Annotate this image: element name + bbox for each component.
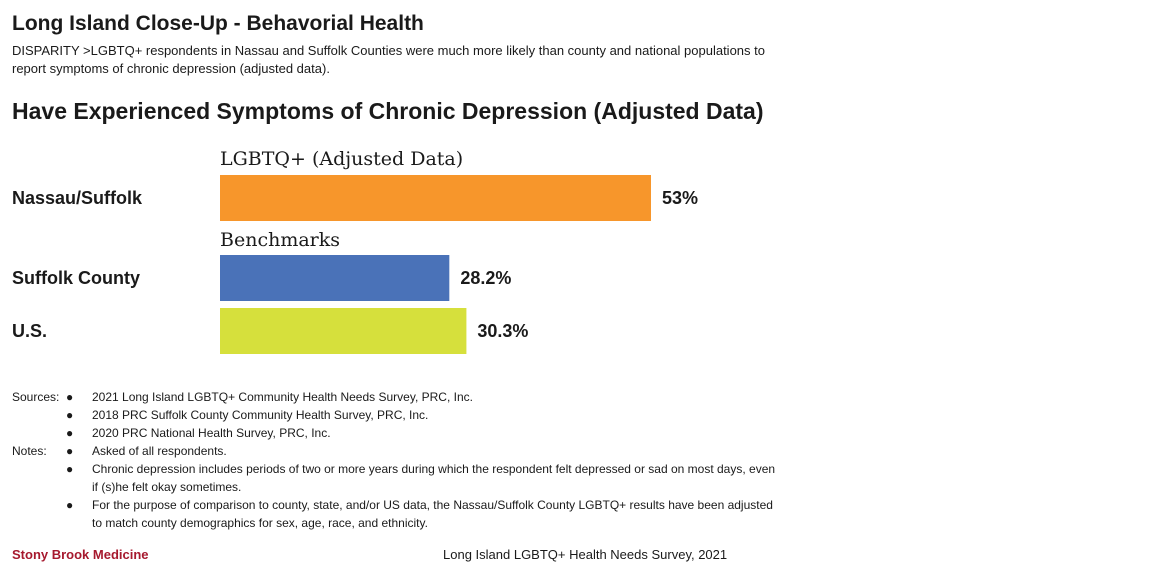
bar xyxy=(220,308,467,354)
bar xyxy=(220,255,450,301)
note-text: For the purpose of comparison to county,… xyxy=(92,498,773,530)
source-text: 2020 PRC National Health Survey, PRC, In… xyxy=(92,426,331,440)
data-label: 30.3% xyxy=(477,321,528,341)
source-line: ● 2020 PRC National Health Survey, PRC, … xyxy=(12,424,782,442)
notes-label: Notes: xyxy=(12,444,47,458)
source-line: ● 2018 PRC Suffolk County Community Heal… xyxy=(12,406,782,424)
note-line: Notes: ● Asked of all respondents. xyxy=(12,442,782,460)
category-label: Suffolk County xyxy=(12,268,140,288)
page-title: Long Island Close-Up - Behavorial Health xyxy=(12,12,424,35)
bullet-icon: ● xyxy=(66,498,74,512)
bullet-icon: ● xyxy=(66,390,74,404)
group-heading: Benchmarks xyxy=(220,229,340,251)
footer-source: Long Island LGBTQ+ Health Needs Survey, … xyxy=(443,547,728,562)
bullet-icon: ● xyxy=(66,462,74,476)
note-line: ● For the purpose of comparison to count… xyxy=(12,496,782,532)
brand-name: Stony Brook Medicine xyxy=(12,547,149,562)
source-text: 2021 Long Island LGBTQ+ Community Health… xyxy=(92,390,473,404)
bar-chart: LGBTQ+ (Adjusted Data) Nassau/Suffolk 53% B… xyxy=(12,148,698,354)
page-subtitle: DISPARITY >LGBTQ+ respondents in Nassau … xyxy=(12,43,765,76)
bullet-icon: ● xyxy=(66,408,74,422)
source-line: Sources: ● 2021 Long Island LGBTQ+ Commu… xyxy=(12,388,782,406)
group-heading: LGBTQ+ (Adjusted Data) xyxy=(220,148,463,170)
category-label: U.S. xyxy=(12,321,47,341)
data-label: 28.2% xyxy=(460,268,511,288)
source-text: 2018 PRC Suffolk County Community Health… xyxy=(92,408,429,422)
category-label: Nassau/Suffolk xyxy=(12,188,143,208)
bullet-icon: ● xyxy=(66,426,74,440)
note-text: Chronic depression includes periods of t… xyxy=(92,462,776,494)
notes-section: Sources: ● 2021 Long Island LGBTQ+ Commu… xyxy=(12,388,782,532)
bullet-icon: ● xyxy=(66,444,74,458)
chart-title: Have Experienced Symptoms of Chronic Dep… xyxy=(12,98,764,124)
bar xyxy=(220,175,651,221)
sources-label: Sources: xyxy=(12,390,60,404)
note-line: ● Chronic depression includes periods of… xyxy=(12,460,782,496)
data-label: 53% xyxy=(662,188,698,208)
note-text: Asked of all respondents. xyxy=(92,444,227,458)
